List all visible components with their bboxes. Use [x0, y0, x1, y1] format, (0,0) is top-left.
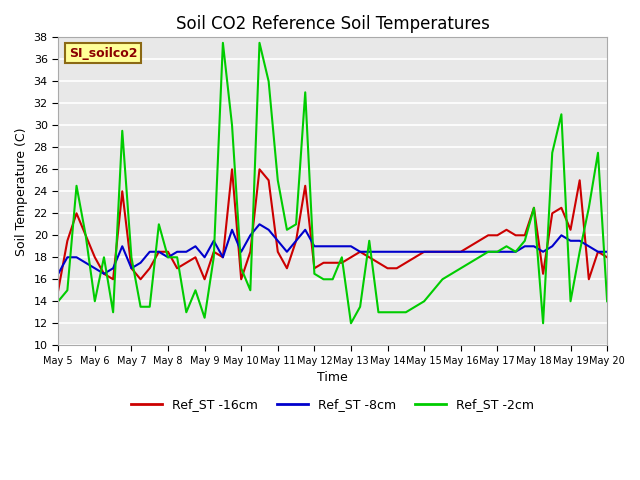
- Y-axis label: Soil Temperature (C): Soil Temperature (C): [15, 127, 28, 255]
- Legend: Ref_ST -16cm, Ref_ST -8cm, Ref_ST -2cm: Ref_ST -16cm, Ref_ST -8cm, Ref_ST -2cm: [126, 393, 540, 416]
- Text: SI_soilco2: SI_soilco2: [69, 47, 138, 60]
- X-axis label: Time: Time: [317, 371, 348, 384]
- Title: Soil CO2 Reference Soil Temperatures: Soil CO2 Reference Soil Temperatures: [176, 15, 490, 33]
